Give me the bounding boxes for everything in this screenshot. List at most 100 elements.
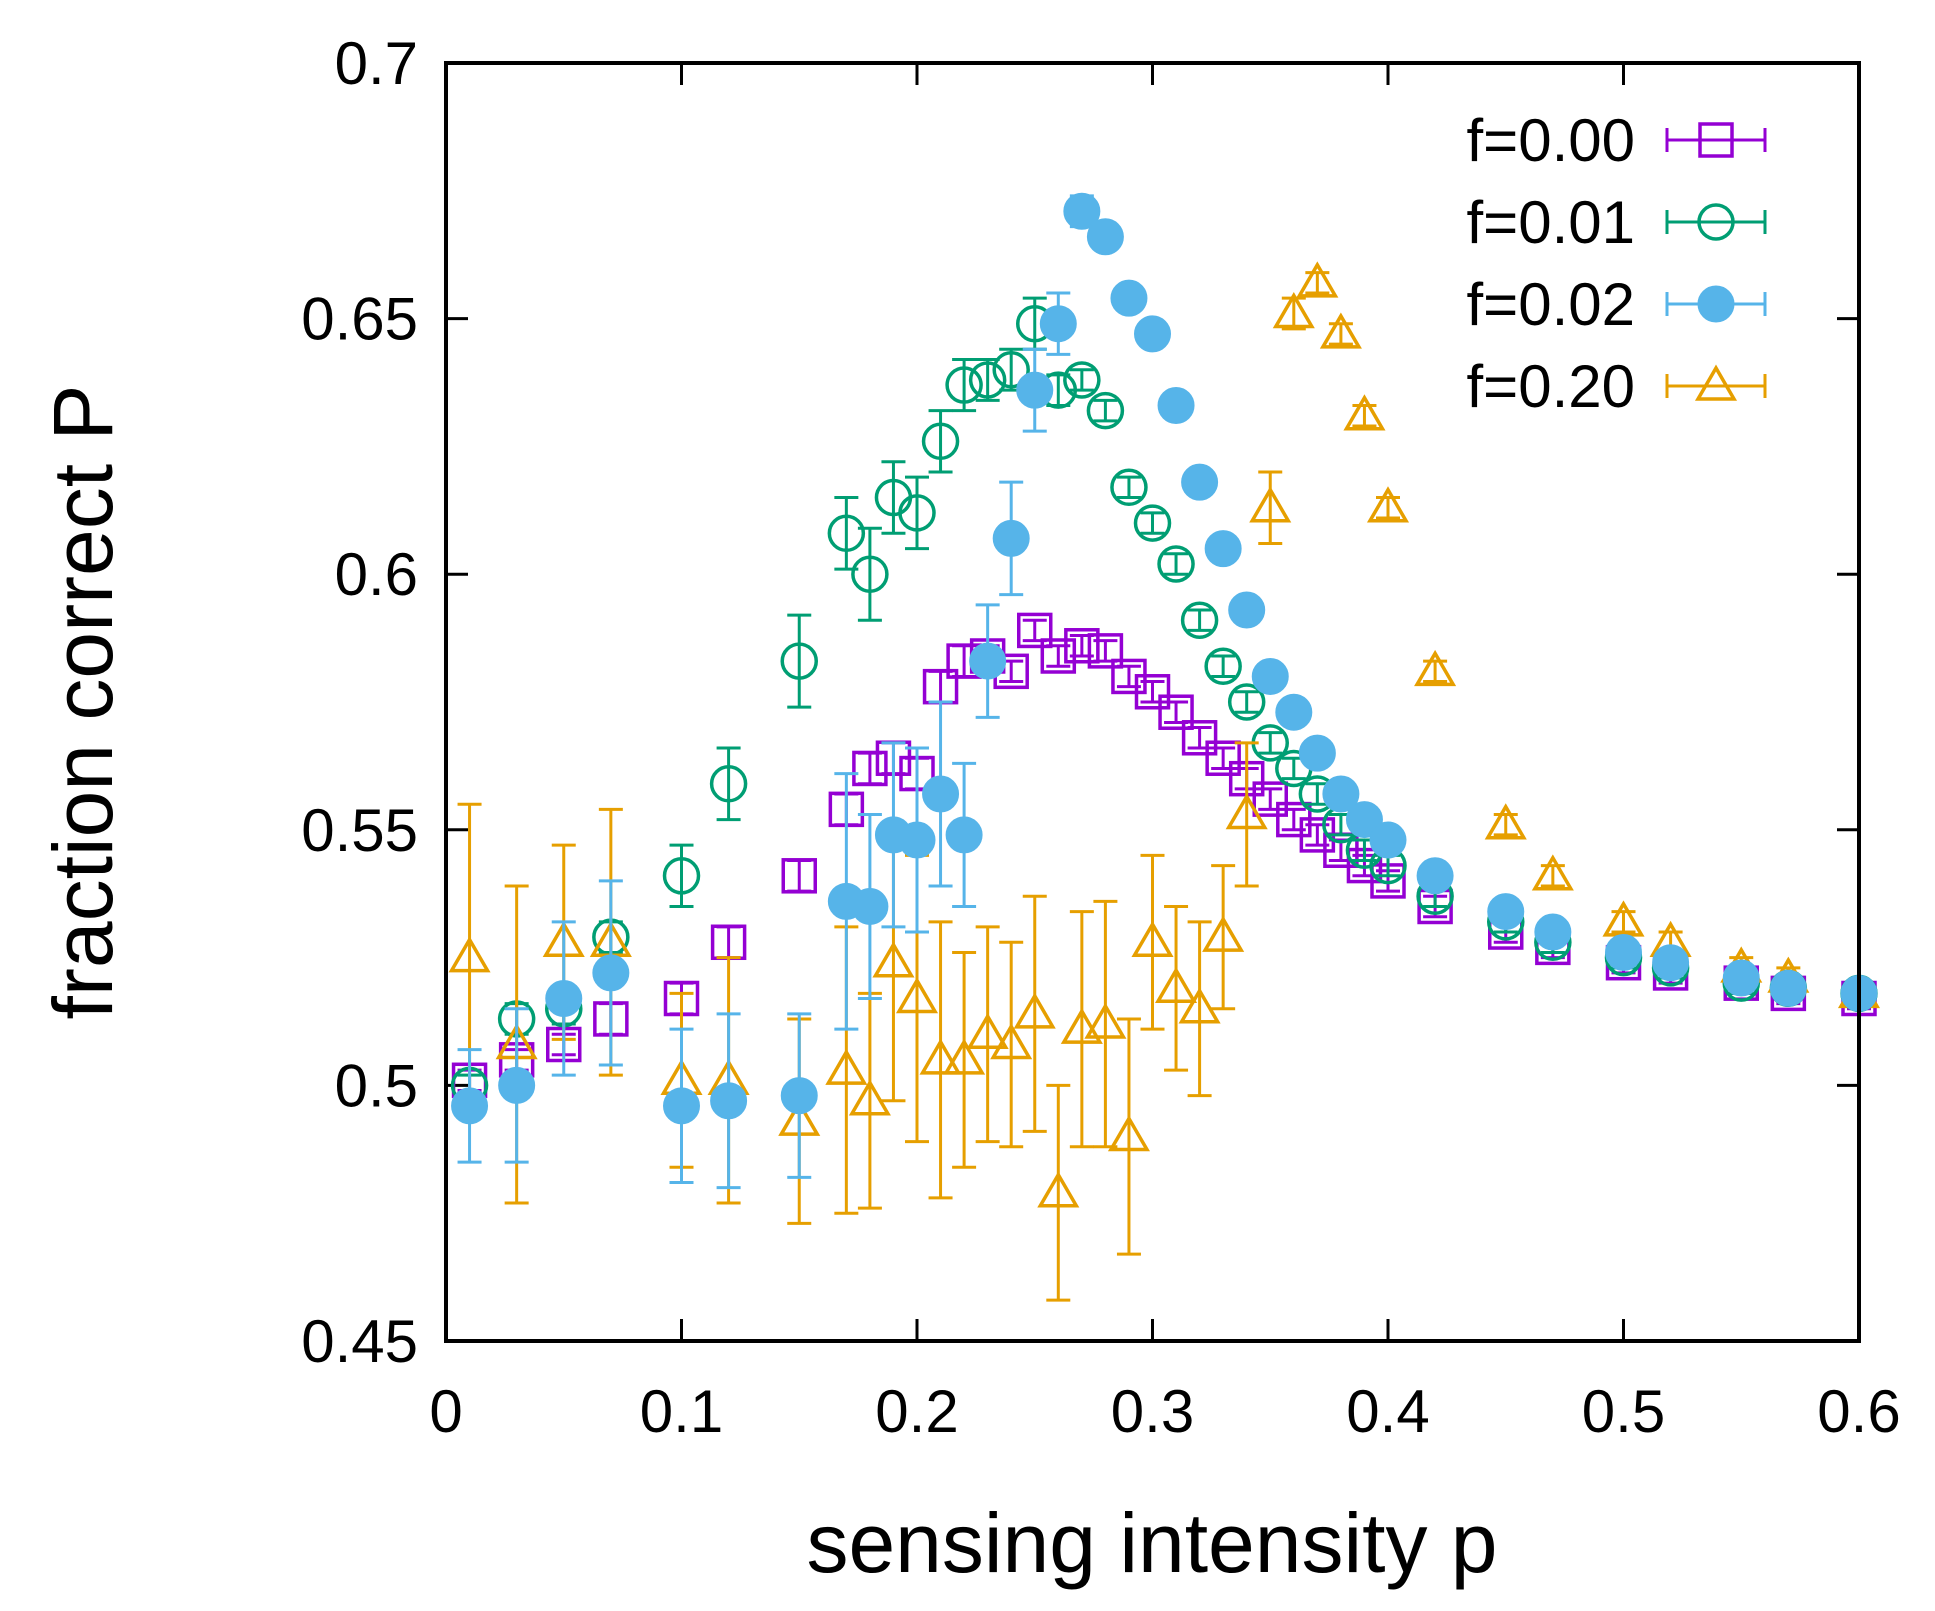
- data-point: [1063, 361, 1101, 399]
- data-point: [851, 887, 889, 925]
- data-point: [1107, 1115, 1150, 1152]
- x-tick-label: 0.5: [1582, 1378, 1665, 1445]
- legend: f=0.00 f=0.01 f=0.02 f=0.20: [1467, 107, 1767, 420]
- data-point: [852, 750, 888, 787]
- data-point: [1252, 781, 1288, 817]
- data-point: [1228, 591, 1266, 629]
- series-f=0.20: [448, 261, 1881, 1302]
- plot-frame: [444, 61, 1861, 1343]
- legend-label: f=0.00: [1467, 107, 1636, 174]
- x-tick-label: 0.2: [875, 1378, 958, 1445]
- data-point: [968, 361, 1007, 399]
- data-point: [451, 1087, 489, 1125]
- legend-marker: [1697, 203, 1735, 241]
- data-point: [1178, 987, 1221, 1024]
- data-point: [1652, 944, 1690, 982]
- data-point: [1158, 694, 1194, 730]
- data-point: [1202, 915, 1245, 952]
- data-point: [1369, 821, 1407, 859]
- y-tick-label: 0.65: [301, 286, 418, 353]
- data-point: [1487, 893, 1525, 931]
- legend-marker: [1698, 122, 1734, 158]
- data-point: [898, 494, 936, 532]
- data-point: [922, 775, 960, 813]
- data-point: [1064, 628, 1100, 664]
- data-point: [1416, 857, 1454, 895]
- data-point: [1133, 504, 1172, 542]
- data-point: [1110, 279, 1148, 317]
- legend-label: f=0.20: [1467, 353, 1636, 420]
- data-point: [1131, 920, 1174, 958]
- data-point: [1157, 545, 1195, 583]
- data-point: [1534, 913, 1572, 951]
- data-point: [498, 1066, 536, 1104]
- data-point: [663, 1087, 700, 1125]
- data-point: [1251, 657, 1289, 695]
- data-point: [1272, 292, 1315, 329]
- data-point: [1087, 633, 1124, 669]
- data-point: [943, 1038, 986, 1075]
- series-f=0.01: [450, 296, 1878, 1105]
- data-point: [1017, 612, 1053, 649]
- data-point: [1319, 312, 1362, 349]
- data-point: [872, 941, 915, 978]
- data-point: [1484, 803, 1527, 840]
- data-point: [1037, 1171, 1080, 1208]
- data-point: [1249, 486, 1292, 523]
- data-point: [1298, 734, 1336, 772]
- legend-label: f=0.01: [1467, 189, 1636, 256]
- x-tick-label: 0.1: [640, 1378, 723, 1445]
- data-point: [1296, 261, 1339, 298]
- data-point: [848, 1079, 891, 1116]
- legend-marker: [1697, 285, 1735, 323]
- data-point: [1084, 1002, 1127, 1039]
- x-tick-label: 0.4: [1346, 1378, 1429, 1445]
- tick-labels: 0 0.1 0.2 0.3 0.4 0.5 0.6 0.45 0.5 0.55 0.6 0.65 0.7: [301, 30, 1900, 1445]
- data-point: [1322, 775, 1360, 813]
- data-point: [1086, 218, 1124, 256]
- y-tick-label: 0.45: [301, 1308, 418, 1375]
- series-f=0.02: [451, 192, 1878, 1190]
- y-tick-label: 0.5: [335, 1052, 418, 1119]
- data-point: [1155, 966, 1198, 1004]
- data-point: [1366, 486, 1410, 523]
- x-tick-label: 0.3: [1111, 1378, 1194, 1445]
- data-point: [895, 977, 939, 1014]
- data-point: [1531, 854, 1574, 891]
- data-point: [1414, 649, 1457, 687]
- data-point: [1205, 740, 1241, 776]
- x-tick-label: 0: [429, 1378, 462, 1445]
- y-tick-label: 0.6: [335, 541, 418, 608]
- data-point: [825, 1048, 868, 1085]
- data-point: [945, 816, 983, 854]
- data-point: [1343, 394, 1386, 431]
- data-point: [945, 366, 983, 404]
- data-point: [1204, 647, 1242, 685]
- data-point: [827, 514, 866, 553]
- data-point: [780, 1077, 818, 1115]
- x-axis-label: sensing intensity p: [806, 1496, 1497, 1590]
- data-point: [709, 765, 748, 803]
- data-point: [592, 954, 630, 992]
- data-point: [992, 519, 1030, 557]
- data-point: [1016, 371, 1054, 409]
- data-point: [919, 1038, 962, 1075]
- data-point: [1204, 530, 1242, 568]
- data-point: [851, 555, 889, 593]
- data-point: [1275, 693, 1313, 731]
- data-point: [992, 350, 1030, 389]
- data-point: [1180, 601, 1219, 639]
- data-point: [1225, 792, 1268, 830]
- data-point: [1605, 933, 1642, 971]
- data-point: [1063, 192, 1101, 230]
- legend-label: f=0.02: [1467, 271, 1636, 338]
- data-point: [1181, 720, 1218, 756]
- data-point: [921, 422, 960, 461]
- data-point: [1722, 959, 1760, 997]
- data-point: [969, 642, 1007, 680]
- data-point: [1086, 391, 1125, 430]
- data-point: [448, 936, 491, 973]
- legend-marker: [1694, 364, 1738, 401]
- data-point: [1110, 468, 1148, 507]
